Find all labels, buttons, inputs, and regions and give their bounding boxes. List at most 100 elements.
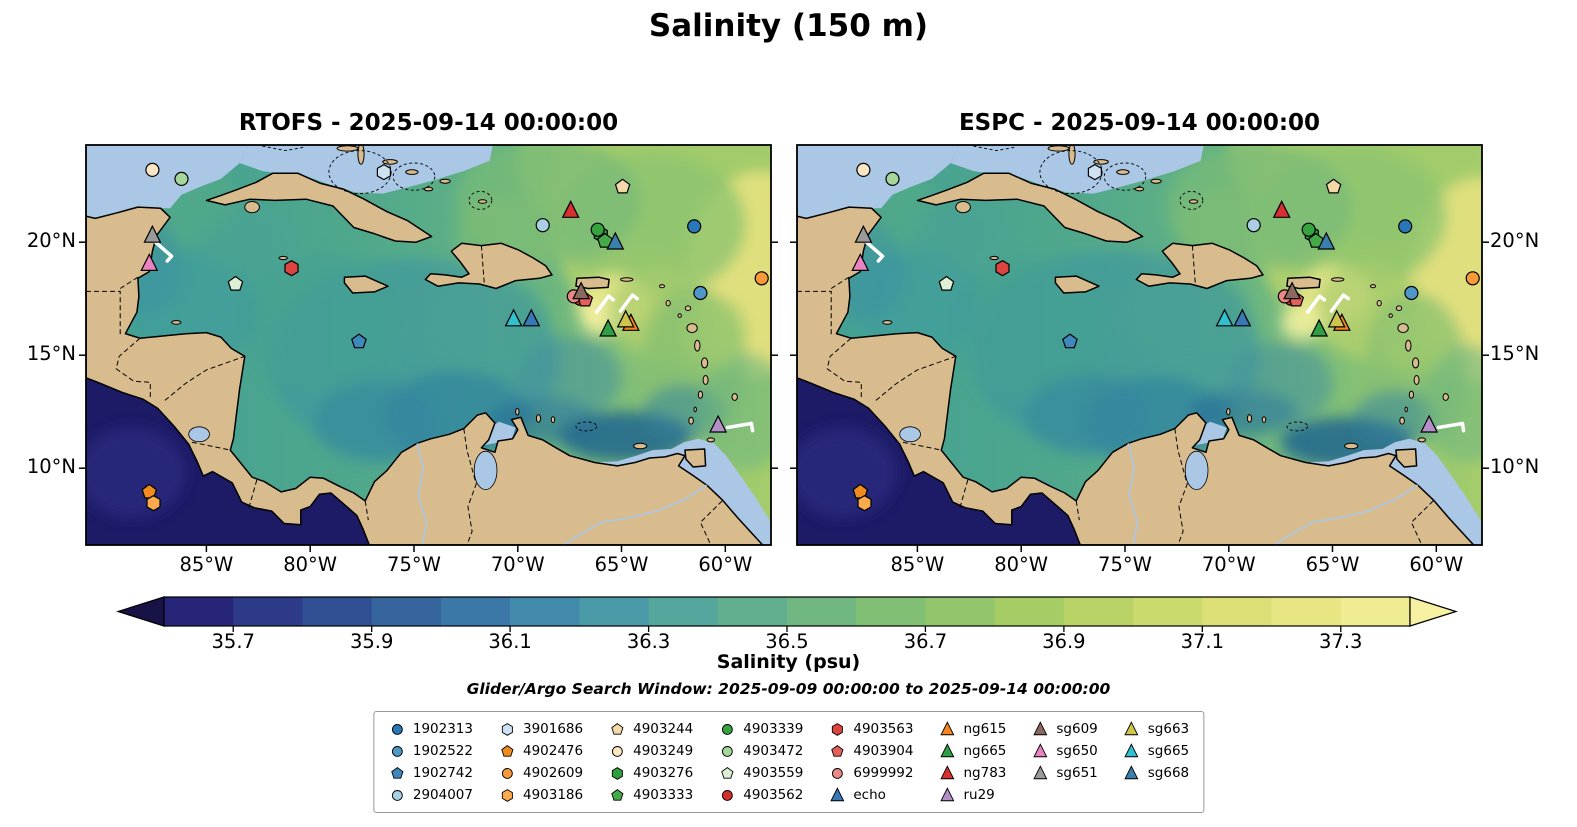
legend-item-label: 4903904 (853, 743, 914, 759)
marker-3901686 (501, 723, 513, 736)
triangle-marker-icon (1033, 721, 1048, 736)
legend-item-sg663: sg663 (1123, 719, 1189, 739)
x-tick-label: 85°W (890, 553, 945, 576)
marker-2904007 (1246, 218, 1261, 233)
marker-ng665 (940, 743, 955, 758)
legend-column: 3901686 4902476 4902609 4903186 (498, 719, 583, 805)
pentagon-marker-icon (831, 745, 844, 757)
legend-item-3901686: 3901686 (498, 719, 583, 739)
legend-item-4903472: 4903472 (718, 741, 803, 761)
legend: 1902313 1902522 1902742 2904007 3901686 49024… (372, 711, 1205, 813)
marker-sg609 (572, 281, 591, 300)
legend-item-label: sg650 (1056, 743, 1098, 759)
pentagon-marker-icon (721, 767, 734, 779)
legend-item-label: 2904007 (412, 787, 473, 803)
country-borders (797, 245, 1434, 545)
legend-item-label: 4903559 (743, 765, 804, 781)
glider-heading-vectors (153, 240, 755, 433)
triangle-marker-icon (1124, 765, 1139, 780)
legend-item-sg609: sg609 (1031, 719, 1098, 739)
colorbar-tick-label: 36.5 (765, 630, 809, 653)
x-tick-label: 60°W (1409, 553, 1464, 576)
legend-item-label: ng615 (963, 721, 1007, 737)
legend-item-4902476: 4902476 (498, 741, 583, 761)
marker-ng783 (561, 199, 580, 218)
legend-item-label: 4903339 (743, 721, 804, 737)
legend-item-1902313: 1902313 (388, 719, 473, 739)
map-frame (796, 144, 1483, 546)
lakes (188, 426, 498, 490)
x-tick-label: 60°W (698, 553, 753, 576)
marker-6999992 (831, 768, 843, 779)
legend-item-4903563: 4903563 (828, 719, 913, 739)
y-tick-label: 15°N (26, 342, 76, 366)
colorbar (116, 596, 1458, 632)
marker-ru29 (940, 787, 955, 802)
pentagon-marker-icon (390, 767, 403, 779)
legend-item-label: 1902742 (412, 765, 473, 781)
marker-1902742 (1062, 333, 1078, 349)
legend-item-4903244: 4903244 (608, 719, 693, 739)
marker-4903472 (721, 746, 733, 757)
triangle-marker-icon (1124, 721, 1139, 736)
glider-heading-vectors (864, 240, 1466, 433)
x-tick-label: 75°W (1098, 553, 1152, 576)
legend-item-label: 4903562 (743, 787, 804, 803)
legend-item-label: 4902609 (522, 765, 584, 781)
legend-item-label: ru29 (963, 787, 995, 803)
colorbar-tick-label: 36.7 (903, 630, 948, 653)
marker-2904007 (535, 218, 550, 233)
legend-item-label: sg609 (1056, 721, 1098, 737)
marker-sg665 (1215, 308, 1234, 327)
marker-4902476 (500, 745, 514, 757)
map-espc (790, 144, 1489, 552)
legend-item-4903904: 4903904 (828, 741, 913, 761)
legend-column: sg609 sg650 sg651 (1031, 719, 1098, 805)
legend-item-label: sg665 (1147, 743, 1190, 759)
marker-4903244 (614, 178, 631, 194)
panel-title-espc: ESPC - 2025-09-14 00:00:00 (958, 110, 1321, 136)
marker-4903244 (610, 723, 624, 735)
marker-3901686 (1087, 163, 1102, 181)
marker-sg650 (851, 253, 870, 272)
triangle-marker-icon (1033, 743, 1048, 758)
pentagon-marker-icon (610, 789, 624, 801)
marker-4903559 (227, 275, 244, 291)
marker-4903904 (831, 745, 844, 757)
legend-item-label: sg651 (1056, 765, 1098, 781)
legend-item-label: sg668 (1147, 765, 1190, 781)
circle-marker-icon (721, 746, 733, 757)
legend-item-sg651: sg651 (1031, 763, 1098, 783)
legend-item-label: 4903276 (633, 765, 694, 781)
marker-4902609 (754, 271, 769, 286)
map-rtofs (79, 144, 778, 552)
legend-column: 4903339 4903472 4903559 4903562 (718, 719, 803, 805)
marker-sg663 (616, 309, 635, 328)
marker-sg651 (1033, 765, 1048, 780)
marker-4903333 (610, 789, 624, 801)
marker-sg609 (1283, 281, 1302, 300)
legend-item-label: 1902522 (412, 743, 473, 759)
marker-ng615 (940, 721, 955, 736)
marker-sg651 (854, 224, 873, 243)
x-tick-label: 65°W (1305, 553, 1360, 576)
legend-column: 4903244 4903249 4903276 4903333 (608, 719, 693, 805)
circle-marker-icon (501, 768, 513, 779)
legend-item-4903276: 4903276 (608, 763, 693, 783)
map-content (86, 145, 771, 545)
legend-item-1902522: 1902522 (388, 741, 473, 761)
marker-4903559 (721, 767, 734, 779)
y-tick-label: 10°N (26, 455, 76, 479)
triangle-marker-icon (1033, 765, 1048, 780)
marker-sg663 (1327, 309, 1346, 328)
marker-4903333 (597, 232, 613, 248)
colorbar-over-arrow (1409, 596, 1458, 627)
legend-item-label: 4902476 (522, 743, 584, 759)
colorbar-tick-label: 35.9 (349, 630, 394, 653)
x-tick-label: 75°W (387, 553, 441, 576)
marker-sg609 (1033, 721, 1048, 736)
marker-4903563 (284, 260, 299, 277)
legend-item-ng615: ng615 (938, 719, 1006, 739)
legend-item-label: 4903244 (633, 721, 694, 737)
marker-sg650 (1033, 743, 1048, 758)
